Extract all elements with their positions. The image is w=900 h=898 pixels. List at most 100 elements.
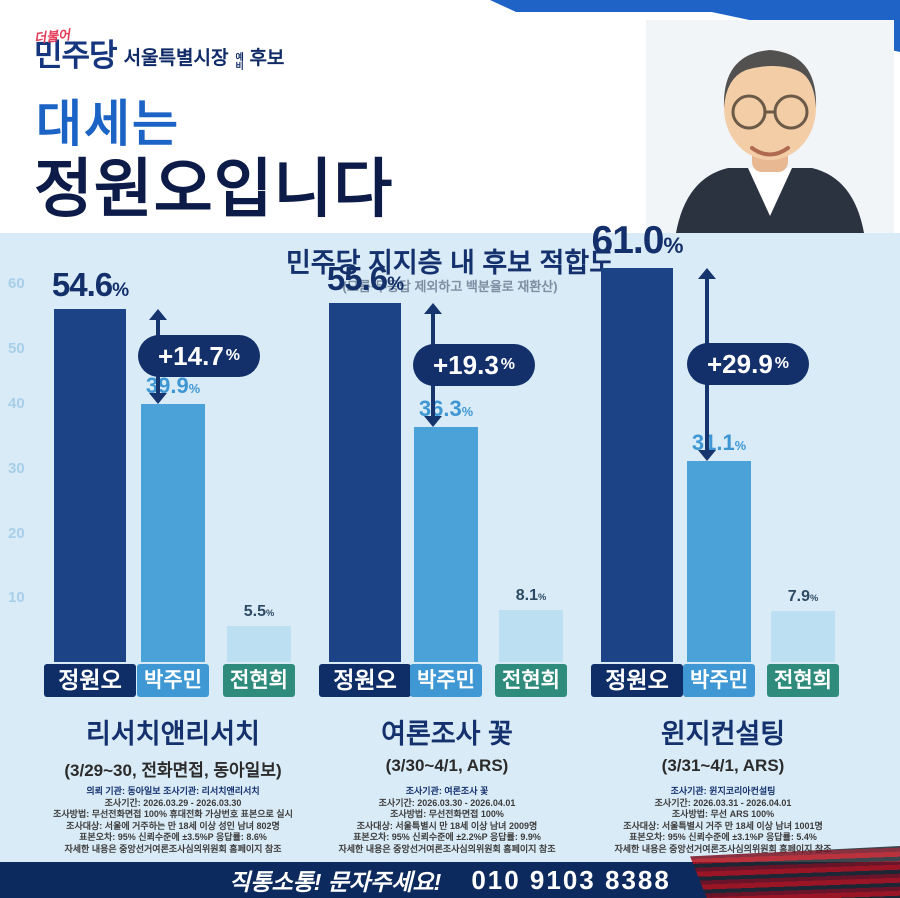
value-number: 7.9: [787, 588, 810, 605]
poll-org-block: 리서치앤리서치 (3/29~30, 전화면접, 동아일보): [33, 712, 313, 781]
fine-print-line: 조사기간: 2026.03.31 - 2026.04.01: [654, 797, 792, 808]
candidate-label-parkjoomin: 박주민: [137, 664, 209, 697]
fine-print-line: 표본오차: 95% 신뢰수준에 ±3.5%P 응답률: 8.6%: [79, 832, 267, 842]
bar-column-parkjoomin: 31.1%: [687, 430, 751, 662]
lead-margin-badge: +29.9%: [687, 343, 810, 385]
y-axis-tick: 30: [8, 460, 25, 477]
bar-jungwonoh: [601, 268, 673, 662]
bar-value-label: 55.6%: [326, 260, 404, 298]
candidate-label-parkjoomin: 박주민: [683, 664, 755, 697]
fine-print-line: 자세한 내용은 중앙선거여론조사심의위원회 홈페이지 참조: [338, 843, 556, 854]
candidate-label-jeonhyunhee: 전현희: [495, 664, 567, 697]
candidate-label-parkjoomin: 박주민: [410, 664, 482, 697]
bar-parkjoomin: [414, 427, 478, 662]
bar-column-jungwonoh: 55.6%: [326, 260, 404, 662]
bar-column-jungwonoh: 61.0%: [592, 219, 684, 662]
bar-jungwonoh: [329, 303, 401, 662]
lead-margin-badge: +19.3%: [413, 344, 536, 386]
bar-column-jungwonoh: 54.6%: [51, 266, 129, 662]
status-label: 후보: [249, 48, 285, 70]
candidate-label-jungwonoh: 정원오: [591, 664, 683, 697]
poll-org-detail: (3/29~30, 전화면접, 동아일보): [64, 761, 282, 780]
poll-org-name: 여론조사 꽃: [381, 719, 513, 749]
fine-print-line: 조사방법: 무선전화면접 100% 휴대전화 가상번호 표본으로 실시: [53, 809, 293, 819]
percent-sign: %: [387, 274, 404, 295]
fine-print-line: 자세한 내용은 중앙선거여론조사심의위원회 홈페이지 참조: [614, 843, 832, 854]
bar-value-label: 8.1%: [516, 587, 547, 605]
chart-title: 민주당 지지층 내 후보 적합도: [285, 248, 615, 278]
poll-org-detail: (3/30~4/1, ARS): [385, 756, 509, 775]
bar-value-label: 5.5%: [244, 603, 275, 621]
fine-print-line: 조사방법: 무선전화면접 100%: [390, 809, 504, 819]
fine-print-line: 조사기간: 2026.03.29 - 2026.03.30: [104, 797, 242, 808]
status-small-label: 예비: [235, 52, 244, 71]
poll-org-detail: (3/31~4/1, ARS): [661, 756, 785, 775]
bar-chart-plot: 60 50 40 30 20 10 54.6% 39.9% 5.5% 55.6%…: [0, 219, 900, 662]
percent-sign: %: [225, 347, 241, 364]
percent-sign: %: [774, 355, 790, 372]
fine-print-line: 조사대상: 서울에 거주하는 만 18세 이상 성인 남녀 802명: [66, 820, 280, 831]
chart-subtitle: (모름·무응답 제외하고 백분율로 재환산): [342, 279, 558, 294]
fine-print-line: 조사기간: 2026.03.30 - 2026.04.01: [378, 797, 516, 808]
candidate-portrait-illustration: [646, 20, 894, 233]
fine-print-line: 조사기관: 여론조사 꽃: [405, 786, 489, 796]
bar-value-label: 61.0%: [591, 219, 684, 263]
percent-sign: %: [663, 233, 683, 258]
percent-sign: %: [734, 438, 747, 453]
party-logo: 더불어 민주당 서울특별시장 예비 후보: [33, 27, 285, 71]
bar-column-jeonhyunhee: 8.1%: [499, 587, 563, 662]
bar-jeonhyunhee: [227, 626, 291, 662]
bar-jeonhyunhee: [771, 611, 835, 662]
poll-fine-print: 의뢰 기관: 동아일보 조사기관: 리서치앤리서치 조사기간: 2026.03.…: [28, 786, 318, 855]
office-title: 서울특별시장: [123, 48, 229, 70]
value-number: 54.6: [51, 266, 113, 303]
bar-jungwonoh: [54, 309, 126, 662]
bar-column-jeonhyunhee: 7.9%: [771, 588, 835, 662]
margin-number: +29.9: [707, 348, 773, 379]
poll-org-name: 윈지컨설팅: [660, 719, 786, 749]
poll-org-block: 여론조사 꽃 (3/30~4/1, ARS): [307, 712, 587, 776]
value-number: 55.6: [326, 260, 388, 297]
fine-print-line: 표본오차: 95% 신뢰수준에 ±2.2%P 응답률: 9.9%: [353, 832, 541, 842]
fine-print-line: 조사대상: 서울특별시 거주 만 18세 이상 남녀 1001명: [623, 820, 823, 831]
poll-fine-print: 조사기관: 여론조사 꽃 조사기간: 2026.03.30 - 2026.04.…: [302, 786, 592, 855]
candidate-label-jungwonoh: 정원오: [319, 664, 411, 697]
candidate-label-jeonhyunhee: 전현희: [767, 664, 839, 697]
party-logo-script: 더불어: [33, 27, 71, 46]
bar-parkjoomin: [141, 404, 205, 662]
fine-print-line: 표본오차: 95% 신뢰수준에 ±3.1%P 응답률: 5.4%: [629, 832, 817, 842]
candidate-label-jungwonoh: 정원오: [44, 664, 136, 697]
percent-sign: %: [266, 608, 275, 618]
bar-value-label: 54.6%: [51, 266, 129, 304]
y-axis-tick: 10: [8, 589, 25, 606]
headline-main: 정원오입니다: [34, 153, 394, 225]
candidate-photo: [646, 20, 894, 233]
bar-parkjoomin: [687, 461, 751, 662]
percent-sign: %: [500, 356, 516, 373]
value-number: 61.0: [591, 219, 665, 262]
bar-column-parkjoomin: 39.9%: [141, 373, 205, 662]
fine-print-line: 자세한 내용은 중앙선거여론조사심의위원회 홈페이지 참조: [64, 843, 282, 854]
footer-message: 직통소통! 문자주세요!: [229, 869, 442, 895]
percent-sign: %: [538, 592, 547, 602]
margin-number: +19.3: [433, 349, 499, 380]
percent-sign: %: [112, 280, 129, 301]
poll-org-name: 리서치앤리서치: [86, 719, 260, 749]
bar-column-parkjoomin: 36.3%: [414, 396, 478, 662]
fine-print-line: 조사기관: 윈지코리아컨설팅: [670, 786, 776, 796]
value-number: 8.1: [515, 587, 538, 604]
y-axis-tick: 50: [8, 340, 25, 357]
lead-margin-badge: +14.7%: [138, 335, 261, 377]
percent-sign: %: [810, 593, 819, 603]
y-axis-tick: 60: [8, 275, 25, 292]
value-number: 5.5: [243, 603, 266, 620]
fine-print-line: 의뢰 기관: 동아일보 조사기관: 리서치앤리서치: [86, 786, 260, 796]
percent-sign: %: [188, 381, 201, 396]
bar-jeonhyunhee: [499, 610, 563, 662]
header: 더불어 민주당 서울특별시장 예비 후보 대세는 정원오입니다: [0, 0, 900, 233]
fine-print-line: 조사대상: 서울특별시 만 18세 이상 남녀 2009명: [356, 820, 538, 831]
candidate-label-jeonhyunhee: 전현희: [223, 664, 295, 697]
poll-org-block: 윈지컨설팅 (3/31~4/1, ARS): [583, 712, 863, 776]
y-axis-tick: 40: [8, 395, 25, 412]
percent-sign: %: [461, 404, 474, 419]
